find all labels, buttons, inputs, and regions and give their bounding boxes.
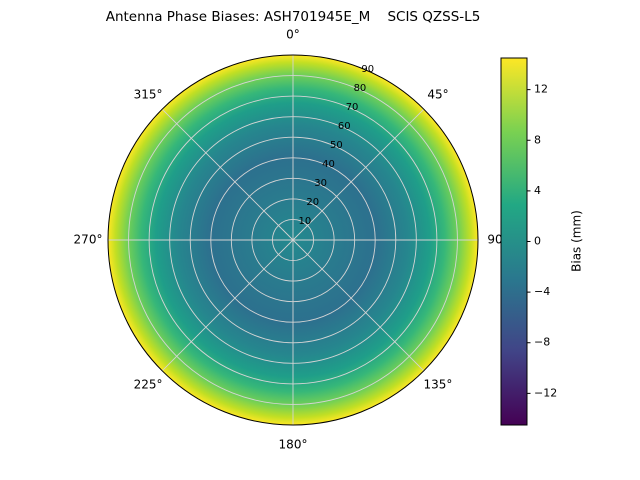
chart-title: Antenna Phase Biases: ASH701945E_M SCIS … (105, 9, 481, 25)
radial-tick-label: 40 (322, 159, 335, 170)
radial-tick-label: 20 (306, 197, 319, 208)
radial-tick-label: 30 (314, 178, 327, 189)
colorbar-axis-label: Bias (mm) (570, 210, 584, 272)
grid-spoke (161, 239, 294, 372)
colorbar (500, 57, 528, 426)
angular-tick-label: 45° (427, 88, 448, 102)
angular-tick-label: 180° (279, 438, 308, 452)
polar-outline (107, 54, 479, 426)
radial-tick-label: 10 (298, 216, 311, 227)
colorbar-tick-label: −4 (534, 285, 550, 298)
colorbar-tick-label: 8 (534, 133, 541, 146)
angular-tick-label: 225° (134, 377, 163, 391)
angular-tick-label: 315° (134, 88, 163, 102)
colorbar-tick-label: 4 (534, 184, 541, 197)
colorbar-tick-label: −12 (534, 386, 557, 399)
radial-tick-label: 80 (354, 83, 367, 94)
colorbar-tick-label: 0 (534, 235, 541, 248)
angular-tick-label: 0° (286, 28, 300, 42)
grid-spoke (292, 239, 425, 372)
radial-tick-label: 60 (338, 121, 351, 132)
radial-tick-label: 70 (346, 102, 359, 113)
colorbar-tick-label: 12 (534, 83, 548, 96)
angular-tick-label: 270° (74, 233, 103, 247)
grid-spoke (161, 108, 294, 241)
angular-tick-label: 135° (424, 377, 453, 391)
grid-spoke (292, 108, 425, 241)
radial-tick-label: 50 (330, 140, 343, 151)
colorbar-tick-label: −8 (534, 336, 550, 349)
radial-tick-label: 90 (361, 64, 374, 75)
